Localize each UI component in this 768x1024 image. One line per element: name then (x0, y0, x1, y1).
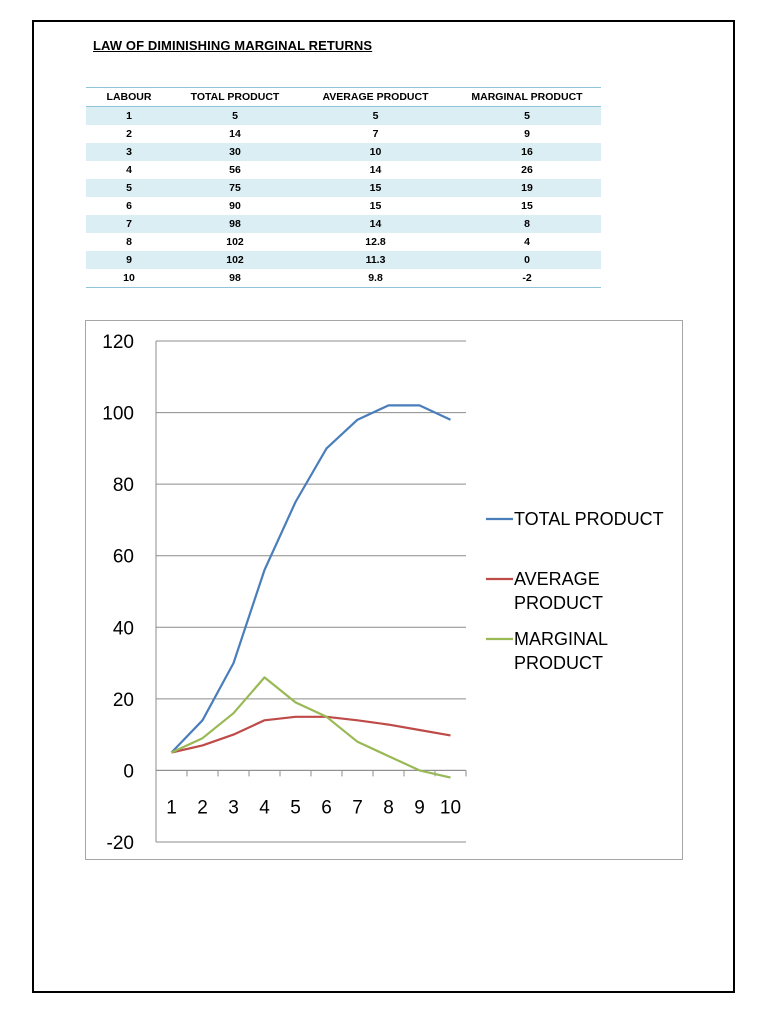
data-table: LABOUR TOTAL PRODUCT AVERAGE PRODUCT MAR… (86, 87, 601, 288)
table-header-row: LABOUR TOTAL PRODUCT AVERAGE PRODUCT MAR… (86, 87, 601, 107)
x-tick-label: 3 (228, 797, 239, 818)
table-cell: 10 (298, 143, 453, 161)
table-cell: 98 (172, 269, 298, 288)
table-row: 4 56 14 26 (86, 161, 601, 179)
table-cell: 26 (521, 164, 533, 176)
table-cell: 2 (126, 128, 132, 140)
table-cell: 3 (86, 143, 172, 161)
series-line-1 (170, 404, 451, 754)
table-cell: 9.8 (298, 269, 453, 288)
table-row: 7 98 14 8 (86, 215, 601, 233)
y-tick-label: 100 (102, 404, 134, 425)
y-tick-label: 20 (113, 690, 134, 711)
line-chart: 120 100 80 60 40 20 0 -20 1 2 3 4 5 6 7 8 9 10 TOTAL PRODU… (85, 320, 683, 860)
table-cell: 5 (86, 179, 172, 197)
table-cell: 8 (126, 236, 132, 248)
table-cell: 10 (86, 269, 172, 288)
table-row: 8 102 12.8 4 (86, 233, 601, 251)
table-cell: 90 (229, 200, 241, 212)
legend-label: PRODUCT (514, 593, 603, 613)
x-tick-label: 1 (166, 797, 177, 818)
table-row: 6 90 15 15 (86, 197, 601, 215)
table-cell: 9 (524, 128, 530, 140)
y-tick-label: 60 (113, 547, 134, 568)
table-cell: 14 (369, 164, 382, 176)
x-tick-label: 9 (414, 797, 425, 818)
x-tick-label: 5 (290, 797, 301, 818)
page-frame (32, 20, 735, 993)
table-cell: 98 (172, 215, 298, 233)
table-cell: 7 (372, 128, 379, 140)
table-cell: 5 (453, 106, 601, 125)
table-cell: 5 (298, 106, 453, 125)
header-marginal-product: MARGINAL PRODUCT (453, 87, 601, 107)
table-cell: 7 (86, 215, 172, 233)
table-cell: 6 (126, 200, 132, 212)
table-cell: 12.8 (365, 236, 386, 248)
series-line-2 (171, 715, 451, 754)
table-cell: 102 (226, 236, 244, 248)
table-cell: -2 (453, 269, 601, 288)
table-cell: 4 (126, 164, 132, 176)
table-row: 5 75 15 19 (86, 179, 601, 197)
document-title: LAW OF DIMINISHING MARGINAL RETURNS (93, 38, 373, 53)
table-cell: 75 (172, 179, 298, 197)
y-tick-label: 40 (113, 618, 134, 639)
header-total-product: TOTAL PRODUCT (172, 87, 298, 107)
table-cell: 9 (86, 251, 172, 269)
x-tick-label: 8 (383, 797, 394, 818)
x-tick-label: 4 (259, 797, 270, 818)
table-cell: 19 (453, 179, 601, 197)
table-row: 10 98 9.8 -2 (86, 269, 601, 288)
table-cell: 15 (521, 200, 533, 212)
table-row: 9 102 11.3 0 (86, 251, 601, 269)
table-cell: 1 (86, 106, 172, 125)
table-cell: 30 (172, 143, 298, 161)
legend-label: PRODUCT (514, 653, 603, 673)
table-cell: 16 (453, 143, 601, 161)
table-cell: 5 (172, 106, 298, 125)
header-labour: LABOUR (86, 87, 172, 107)
y-tick-label: 80 (113, 475, 134, 496)
table-cell: 0 (453, 251, 601, 269)
x-tick-label: 2 (197, 797, 208, 818)
y-tick-label: 120 (102, 332, 134, 353)
x-tick-label: 6 (321, 797, 332, 818)
legend-label: TOTAL PRODUCT (514, 509, 664, 529)
y-tick-label: 0 (123, 761, 134, 782)
table-row: 3 30 10 16 (86, 143, 601, 161)
table-cell: 14 (229, 128, 241, 140)
table-cell: 15 (369, 200, 382, 212)
x-tick-label: 7 (352, 797, 363, 818)
legend-label: MARGINAL (514, 629, 608, 649)
table-row: 2 14 7 9 (86, 125, 601, 143)
table-cell: 102 (172, 251, 298, 269)
table-cell: 56 (229, 164, 241, 176)
header-average-product: AVERAGE PRODUCT (298, 87, 453, 107)
legend-label: AVERAGE (514, 569, 600, 589)
table-cell: 4 (524, 236, 530, 248)
series-line-3 (171, 676, 451, 779)
chart-svg: 120 100 80 60 40 20 0 -20 1 2 3 4 5 6 7 8 9 10 TOTAL PRODU… (102, 332, 664, 854)
y-tick-label: -20 (107, 833, 134, 854)
table-cell: 14 (298, 215, 453, 233)
x-tick-label: 10 (440, 797, 461, 818)
table-cell: 11.3 (298, 251, 453, 269)
table-cell: 8 (453, 215, 601, 233)
table-cell: 15 (298, 179, 453, 197)
